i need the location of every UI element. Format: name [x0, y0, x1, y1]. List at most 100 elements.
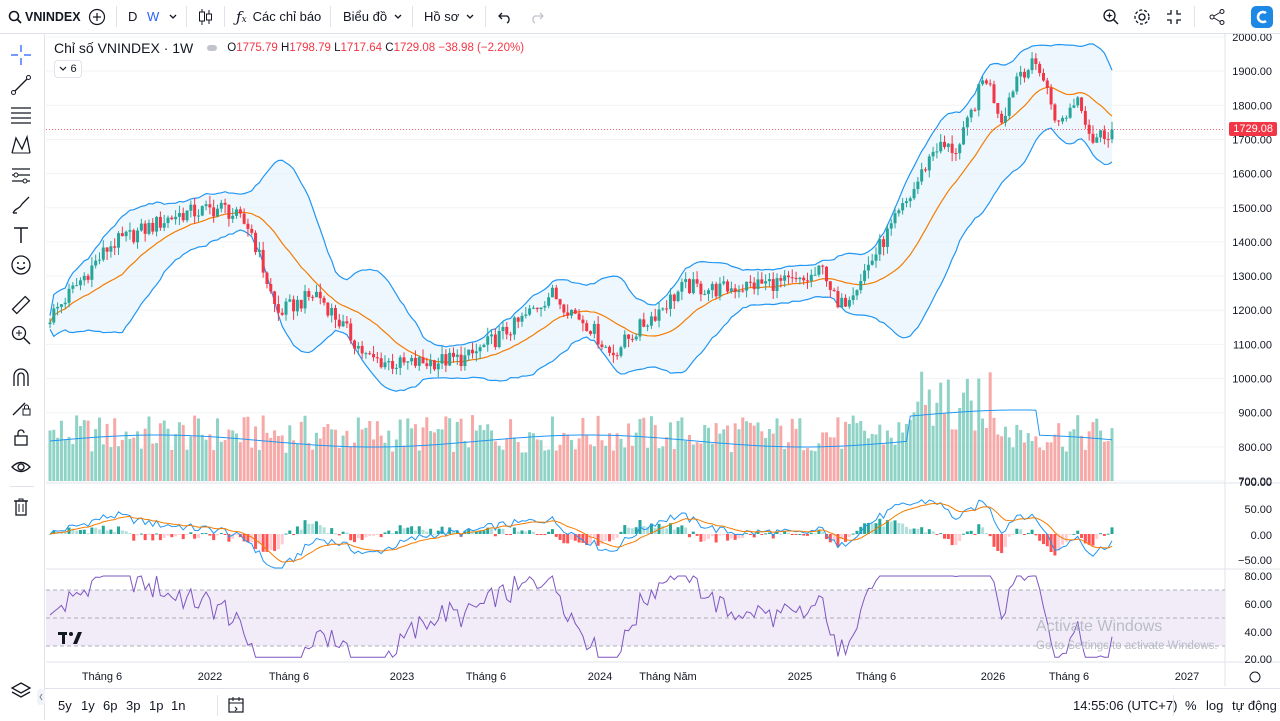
- goto-date-button[interactable]: [227, 689, 245, 721]
- volume-bar: [859, 420, 863, 481]
- symbol-search[interactable]: VNINDEX: [8, 0, 81, 33]
- range-1y-button[interactable]: 1y: [81, 697, 95, 713]
- candle-body: [254, 232, 258, 253]
- zoom-in-icon[interactable]: [10, 324, 32, 346]
- trend-line-icon[interactable]: [10, 74, 32, 96]
- volume-bar: [413, 424, 417, 481]
- profile-dropdown[interactable]: Hồ sơ: [424, 0, 475, 33]
- interval-w-button[interactable]: W: [147, 0, 159, 33]
- percent-toggle[interactable]: %: [1185, 697, 1197, 713]
- candle-body: [364, 353, 368, 355]
- trash-icon[interactable]: [10, 496, 32, 518]
- macd-histogram-bar: [783, 531, 787, 534]
- eye-dot-icon[interactable]: [207, 45, 218, 51]
- candle-body: [1049, 87, 1053, 105]
- brand-logo-button[interactable]: [1251, 0, 1273, 33]
- indicators-button[interactable]: ƒx Các chỉ báo: [236, 0, 321, 33]
- magnet-icon[interactable]: [10, 366, 32, 388]
- volume-bar: [1083, 449, 1087, 481]
- eye-icon[interactable]: [10, 456, 32, 478]
- volume-bar: [1000, 436, 1004, 481]
- volume-bar: [326, 423, 330, 481]
- log-toggle[interactable]: log: [1206, 697, 1224, 713]
- candle-body: [817, 265, 821, 275]
- collapse-sidebar-icon[interactable]: [37, 689, 45, 705]
- undo-button[interactable]: [497, 0, 513, 33]
- tradingview-logo[interactable]: [58, 630, 86, 652]
- macd-histogram-bar: [707, 534, 711, 540]
- candle-body: [729, 288, 733, 292]
- macd-axis-label: 700.00: [1238, 477, 1272, 489]
- candle-body: [604, 346, 608, 348]
- candle-body: [86, 275, 90, 280]
- macd-histogram-bar: [760, 534, 764, 535]
- macd-histogram-bar: [162, 534, 166, 538]
- candle-body: [250, 228, 254, 233]
- macd-histogram-bar: [421, 529, 425, 534]
- volume-bar: [821, 432, 825, 481]
- price-axis-label: 1900.00: [1232, 66, 1272, 78]
- emoji-icon[interactable]: [10, 254, 32, 276]
- candle-body: [326, 302, 330, 316]
- range-5y-button[interactable]: 5y: [58, 697, 72, 713]
- share-button[interactable]: [1208, 0, 1226, 33]
- lock-icon[interactable]: [10, 426, 32, 448]
- indicators-collapse-button[interactable]: 6: [54, 60, 82, 78]
- clock-timezone[interactable]: 14:55:06 (UTC+7): [1073, 697, 1178, 713]
- candle-body: [67, 288, 71, 303]
- candle-body: [847, 300, 851, 307]
- compare-button[interactable]: [88, 0, 106, 33]
- candle-body: [752, 282, 756, 290]
- candle-body: [577, 313, 581, 320]
- chart-canvas[interactable]: 2000.00 1900.00 1800.00 1700.00 1600.00 1500.…: [45, 32, 1280, 686]
- forecast-icon[interactable]: [10, 164, 32, 186]
- interval-dropdown[interactable]: [168, 0, 178, 33]
- auto-scale-toggle[interactable]: tự động: [1232, 697, 1277, 713]
- layers-icon[interactable]: [10, 680, 32, 702]
- legend-title[interactable]: Chỉ số VNINDEX · 1W: [54, 40, 194, 56]
- lock-drawing-icon[interactable]: [10, 396, 32, 418]
- candle-body: [764, 281, 768, 284]
- candle-body: [920, 169, 924, 182]
- macd-histogram-bar: [124, 531, 128, 534]
- macd-histogram-bar: [242, 534, 246, 542]
- chart-type-dropdown[interactable]: Biểu đồ: [343, 0, 403, 33]
- macd-histogram-bar: [326, 532, 330, 534]
- crosshair-icon[interactable]: [10, 44, 32, 66]
- volume-bar: [672, 449, 676, 481]
- macd-histogram-bar: [1064, 534, 1068, 542]
- settings-button[interactable]: [1133, 0, 1151, 33]
- macd-histogram-bar: [512, 527, 516, 534]
- fib-retracement-icon[interactable]: [10, 104, 32, 126]
- macd-histogram-bar: [471, 532, 475, 534]
- macd-histogram-bar: [311, 523, 315, 534]
- macd-histogram-bar: [794, 534, 798, 535]
- volume-bar: [528, 432, 532, 481]
- range-5d-button[interactable]: 1n: [171, 697, 186, 713]
- candle-body: [832, 289, 836, 292]
- macd-histogram-bar: [931, 531, 935, 534]
- macd-histogram-bar: [528, 530, 532, 534]
- brush-icon[interactable]: [10, 194, 32, 216]
- range-1m-button[interactable]: 1p: [149, 697, 164, 713]
- redo-button[interactable]: [529, 0, 545, 33]
- range-3m-button[interactable]: 3p: [126, 697, 141, 713]
- candle-type-button[interactable]: [198, 0, 214, 33]
- quick-search-button[interactable]: [1102, 0, 1120, 33]
- macd-histogram-bar: [882, 526, 886, 534]
- macd-histogram-bar: [543, 534, 547, 535]
- chart-area[interactable]: 2000.00 1900.00 1800.00 1700.00 1600.00 1500.…: [45, 32, 1280, 686]
- search-icon: [8, 10, 22, 24]
- interval-d-button[interactable]: D: [128, 0, 137, 33]
- macd-histogram-bar: [185, 534, 189, 535]
- candle-body: [162, 223, 166, 228]
- fullscreen-button[interactable]: [1166, 0, 1182, 33]
- ruler-icon[interactable]: [10, 294, 32, 316]
- candlestick-icon: [199, 8, 212, 25]
- volume-bar: [429, 431, 433, 481]
- candle-body: [771, 279, 775, 292]
- text-icon[interactable]: [10, 224, 32, 246]
- pattern-icon[interactable]: [10, 134, 32, 156]
- volume-bar: [185, 449, 189, 481]
- range-6m-button[interactable]: 6p: [103, 697, 118, 713]
